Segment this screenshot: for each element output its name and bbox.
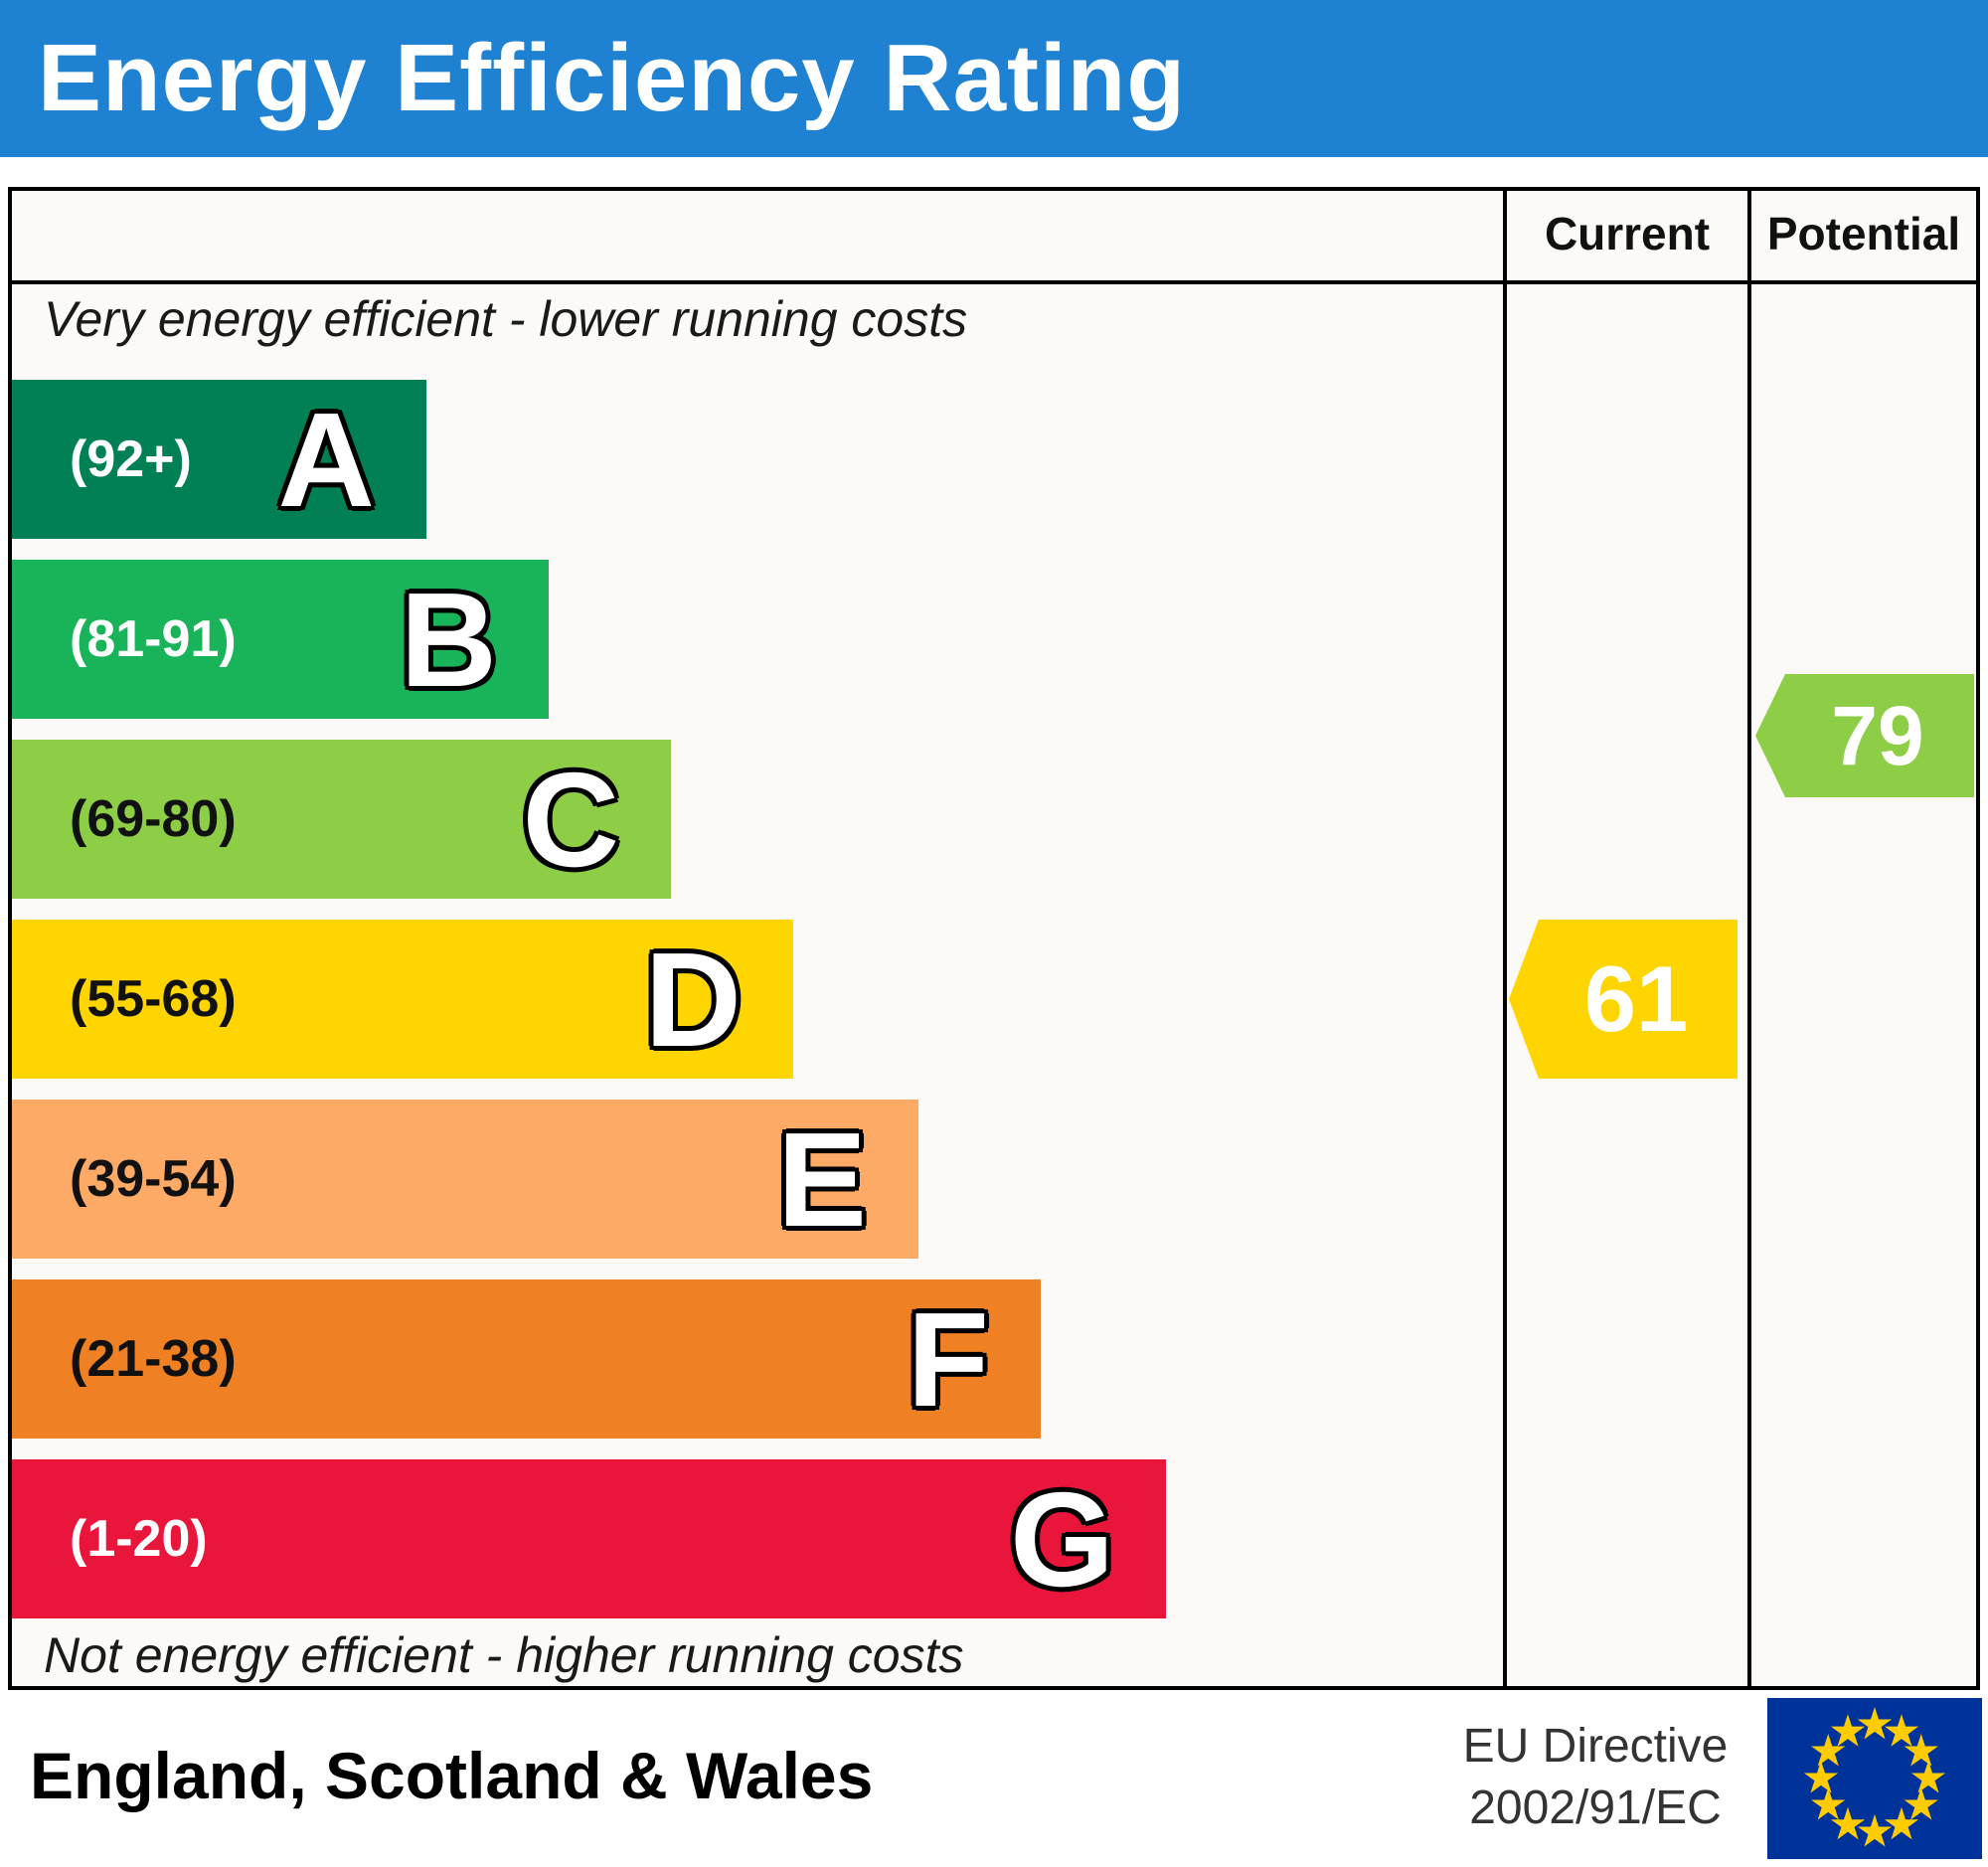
potential-column-header: Potential <box>1766 208 1961 259</box>
band-bar-d: (55-68) D <box>12 920 793 1079</box>
current-rating-arrow: 61 <box>1509 920 1738 1079</box>
top-note: Very energy efficient - lower running co… <box>44 291 968 347</box>
eu-directive-line2: 2002/91/EC <box>1469 1782 1722 1835</box>
eu-directive-line1: EU Directive <box>1462 1720 1729 1773</box>
footer: England, Scotland & Wales EU Directive 2… <box>0 1690 1988 1867</box>
band-bar-g: (1-20) G <box>12 1459 1166 1618</box>
bands-list: (92+) A (81-91) B (69-80) C (55-68) <box>12 380 1503 1639</box>
band-row-a: (92+) A <box>12 380 1503 539</box>
band-letter: E <box>776 1103 867 1255</box>
title-bar: Energy Efficiency Rating <box>0 0 1988 157</box>
band-row-d: (55-68) D <box>12 920 1503 1079</box>
band-row-e: (39-54) E <box>12 1100 1503 1259</box>
band-row-f: (21-38) F <box>12 1279 1503 1439</box>
rating-chart: Current Potential Very energy efficient … <box>8 187 1980 1690</box>
band-bar-b: (81-91) B <box>12 560 549 719</box>
page-title: Energy Efficiency Rating <box>38 25 1186 131</box>
potential-rating-value: 79 <box>1831 688 1924 782</box>
band-range-label: (55-68) <box>70 970 237 1028</box>
band-letter: F <box>907 1283 989 1435</box>
band-range-label: (92+) <box>70 430 192 488</box>
band-bar-e: (39-54) E <box>12 1100 918 1259</box>
band-row-c: (69-80) C <box>12 740 1503 899</box>
band-letter: C <box>522 744 620 895</box>
eu-directive-label: EU Directive 2002/91/EC <box>1443 1716 1747 1840</box>
band-letter: A <box>277 384 376 535</box>
band-row-b: (81-91) B <box>12 560 1503 719</box>
band-range-label: (81-91) <box>70 610 237 668</box>
current-column-divider <box>1503 191 1507 1686</box>
current-column-header: Current <box>1544 208 1711 259</box>
band-bar-f: (21-38) F <box>12 1279 1041 1439</box>
potential-column-divider <box>1747 191 1751 1686</box>
eu-flag-icon <box>1767 1698 1982 1859</box>
band-range-label: (39-54) <box>70 1150 237 1208</box>
column-header-line <box>12 280 1976 284</box>
band-letter: B <box>400 564 498 715</box>
region-label: England, Scotland & Wales <box>30 1739 874 1812</box>
band-range-label: (21-38) <box>70 1330 237 1388</box>
band-bar-c: (69-80) C <box>12 740 671 899</box>
band-row-g: (1-20) G <box>12 1459 1503 1618</box>
potential-rating-arrow: 79 <box>1755 674 1974 797</box>
band-letter: G <box>1009 1463 1114 1614</box>
band-range-label: (1-20) <box>70 1510 208 1568</box>
bottom-note: Not energy efficient - higher running co… <box>44 1627 964 1683</box>
current-rating-value: 61 <box>1583 946 1689 1051</box>
band-bar-a: (92+) A <box>12 380 426 539</box>
band-range-label: (69-80) <box>70 790 237 848</box>
band-letter: D <box>644 924 743 1075</box>
